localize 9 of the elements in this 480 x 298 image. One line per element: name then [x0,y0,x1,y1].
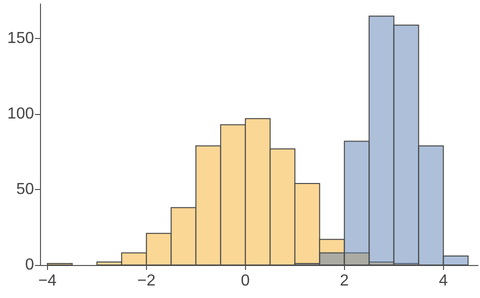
x-tick-label: 2 [340,272,349,290]
y-tick-label: 50 [16,181,34,198]
y-tick-label: 100 [7,106,34,123]
x-tick-label: −4 [38,272,57,290]
y-tick-label: 0 [25,256,34,274]
x-tick-label: −2 [137,272,156,290]
y-tick-label: 150 [7,30,34,48]
x-tick-label: 4 [438,272,448,290]
x-tick-label: 0 [240,272,250,290]
